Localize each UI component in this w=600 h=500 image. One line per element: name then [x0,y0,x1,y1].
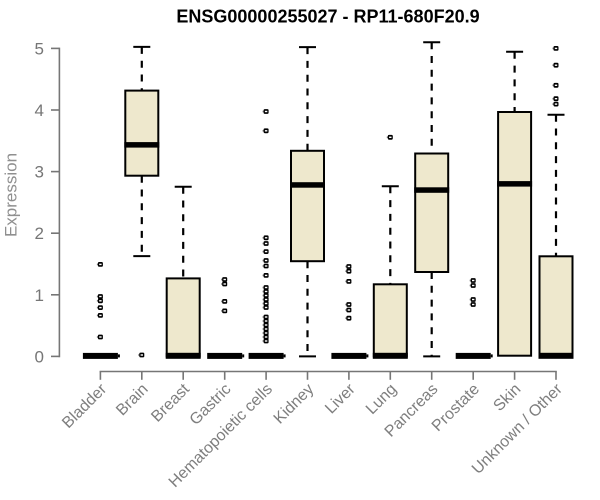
svg-text:Breast: Breast [148,380,193,425]
svg-text:ENSG00000255027 - RP11-680F20.: ENSG00000255027 - RP11-680F20.9 [176,7,479,27]
svg-text:Lung: Lung [363,381,400,418]
svg-text:Expression: Expression [2,153,21,237]
svg-text:Brain: Brain [113,381,151,419]
svg-text:4: 4 [35,101,44,120]
svg-text:0: 0 [35,347,44,366]
svg-text:Kidney: Kidney [271,381,318,428]
svg-text:2: 2 [35,224,44,243]
svg-text:Bladder: Bladder [59,380,110,431]
svg-text:5: 5 [35,39,44,58]
svg-text:Liver: Liver [322,380,359,417]
svg-text:Skin: Skin [490,381,524,415]
svg-text:1: 1 [35,286,44,305]
svg-text:3: 3 [35,163,44,182]
